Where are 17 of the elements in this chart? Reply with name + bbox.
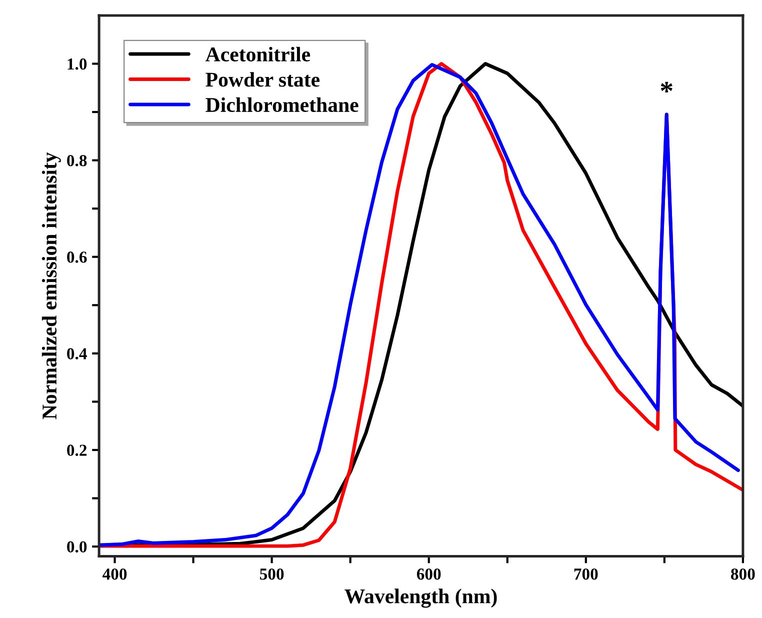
y-tick-label: 1.0 bbox=[68, 58, 87, 70]
x-tick-label: 400 bbox=[102, 568, 127, 580]
x-tick-label: 600 bbox=[416, 568, 441, 580]
y-axis-title: Normalized emission intensity bbox=[42, 152, 61, 420]
x-tick-label: 700 bbox=[574, 568, 598, 580]
y-tick-label: 0.6 bbox=[67, 252, 87, 263]
y-tick-label: 0.2 bbox=[67, 444, 87, 456]
y-tick-label: 0.8 bbox=[67, 154, 87, 166]
text: 0.0 bbox=[67, 541, 87, 553]
x-axis-title: Wavelength (nm) bbox=[344, 588, 497, 608]
x-tick-label: 500 bbox=[260, 568, 284, 580]
annotation: * bbox=[660, 82, 672, 92]
y-tick-label: 0.4 bbox=[67, 348, 87, 360]
x-tick-label: 800 bbox=[731, 568, 755, 580]
legend-label: Dichloromethane bbox=[206, 97, 358, 112]
legend-label: Powder state bbox=[206, 72, 320, 87]
legend-label: Acetonitrile bbox=[206, 46, 310, 62]
